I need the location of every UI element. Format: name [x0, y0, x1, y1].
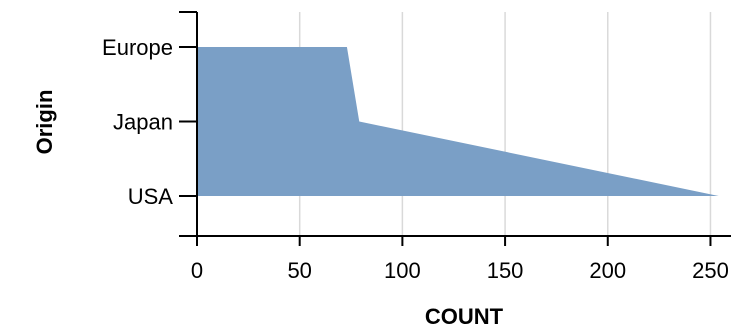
y-axis-ticks: Europe Japan USA: [102, 11, 197, 237]
area-series: [197, 47, 719, 196]
x-tick-label: 50: [287, 258, 311, 283]
y-tick-label: Europe: [102, 35, 173, 60]
y-tick-label: USA: [128, 184, 174, 209]
y-tick-label: Japan: [113, 110, 173, 135]
x-tick-label: 100: [384, 258, 421, 283]
y-axis-title: Origin: [32, 90, 57, 155]
x-axis-title: COUNT: [425, 304, 504, 329]
x-tick-label: 150: [487, 258, 524, 283]
x-axis-ticks: 0 50 100 150 200 250: [191, 236, 729, 283]
x-tick-label: 200: [589, 258, 626, 283]
x-tick-label: 0: [191, 258, 203, 283]
x-tick-label: 250: [692, 258, 729, 283]
grid-lines: [298, 12, 712, 236]
